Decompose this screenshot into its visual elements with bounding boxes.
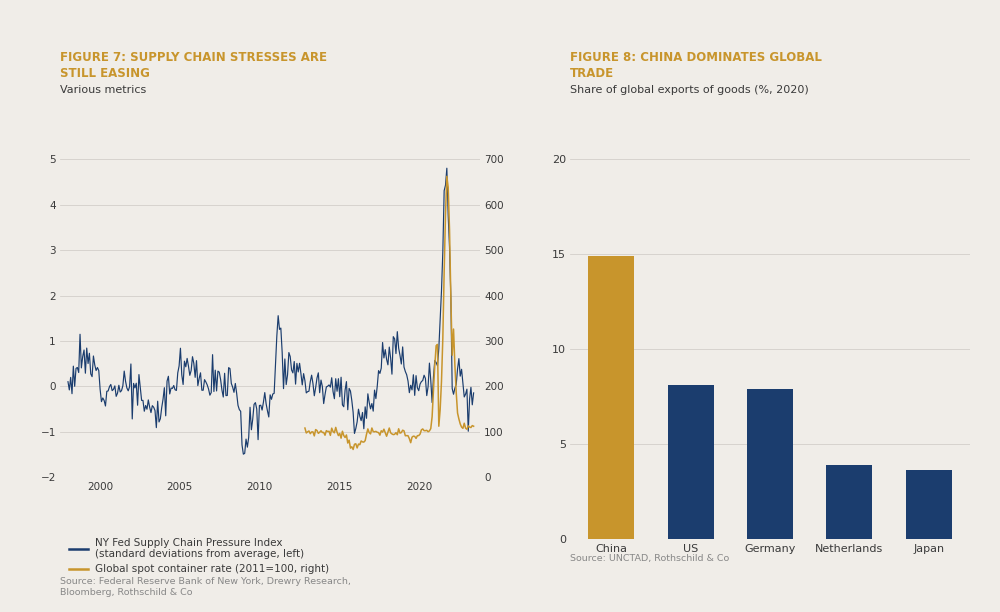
Text: STILL EASING: STILL EASING bbox=[60, 67, 150, 80]
Bar bbox=[668, 385, 714, 539]
Legend: NY Fed Supply Chain Pressure Index
(standard deviations from average, left), Glo: NY Fed Supply Chain Pressure Index (stan… bbox=[65, 534, 334, 578]
Bar bbox=[747, 389, 793, 539]
Text: Source: Federal Reserve Bank of New York, Drewry Research,
Bloomberg, Rothschild: Source: Federal Reserve Bank of New York… bbox=[60, 577, 351, 597]
Text: TRADE: TRADE bbox=[570, 67, 614, 80]
Text: FIGURE 7: SUPPLY CHAIN STRESSES ARE: FIGURE 7: SUPPLY CHAIN STRESSES ARE bbox=[60, 51, 327, 64]
Text: Various metrics: Various metrics bbox=[60, 85, 146, 95]
Bar bbox=[906, 470, 952, 539]
Bar bbox=[826, 465, 872, 539]
Text: Share of global exports of goods (%, 2020): Share of global exports of goods (%, 202… bbox=[570, 85, 809, 95]
Bar bbox=[588, 256, 634, 539]
Text: Source: UNCTAD, Rothschild & Co: Source: UNCTAD, Rothschild & Co bbox=[570, 554, 729, 563]
Text: FIGURE 8: CHINA DOMINATES GLOBAL: FIGURE 8: CHINA DOMINATES GLOBAL bbox=[570, 51, 822, 64]
